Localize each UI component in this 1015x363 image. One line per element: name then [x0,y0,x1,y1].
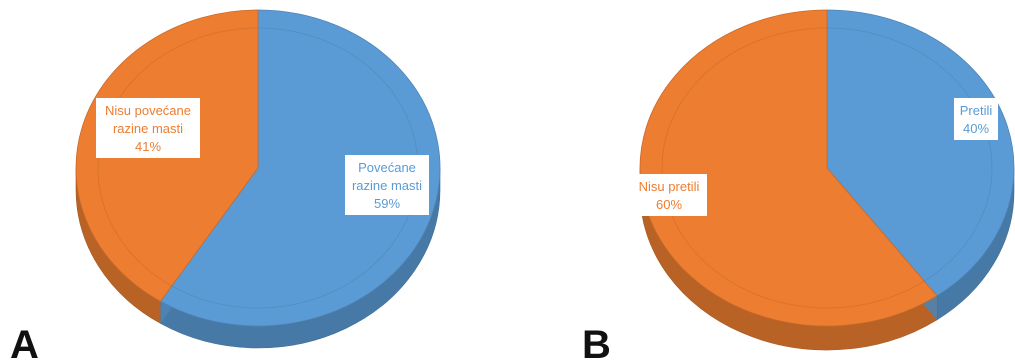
slice-label-line: Pretili [960,103,993,118]
slice-value-label: 40% [963,121,989,136]
slice-0-0 [159,9,441,327]
slice-value-label: 59% [374,196,400,211]
slice-label-line: Povećane [358,160,416,175]
slice-1-1 [639,9,938,327]
pie-chart-b: Pretili 40% Nisu pretili 60% [631,9,1015,351]
data-label-box [631,174,707,216]
slice-label-line: razine masti [113,121,183,136]
data-label-1-0: Pretili 40% [954,98,998,140]
slice-1-0 [826,9,1015,297]
pie-chart-a: Povećane razine masti 59% Nisu povećane razi… [75,9,441,349]
pie-bevel-1 [661,27,993,309]
slice-value-label: 41% [135,139,161,154]
data-label-box [345,155,429,215]
data-label-0-1: Nisu povećane razine masti 41% [96,98,200,158]
data-label-box [954,98,998,140]
slice-label-line: razine masti [352,178,422,193]
panel-letter-a: A [10,323,39,363]
data-label-box [96,98,200,158]
slice-label-line: Nisu povećane [105,103,191,118]
slice-value-label: 60% [656,197,682,212]
panel-letter-b: B [582,323,611,363]
data-label-1-1: Nisu pretili 60% [631,174,707,216]
data-label-0-0: Povećane razine masti 59% [345,155,429,215]
slice-label-line: Nisu pretili [639,179,700,194]
